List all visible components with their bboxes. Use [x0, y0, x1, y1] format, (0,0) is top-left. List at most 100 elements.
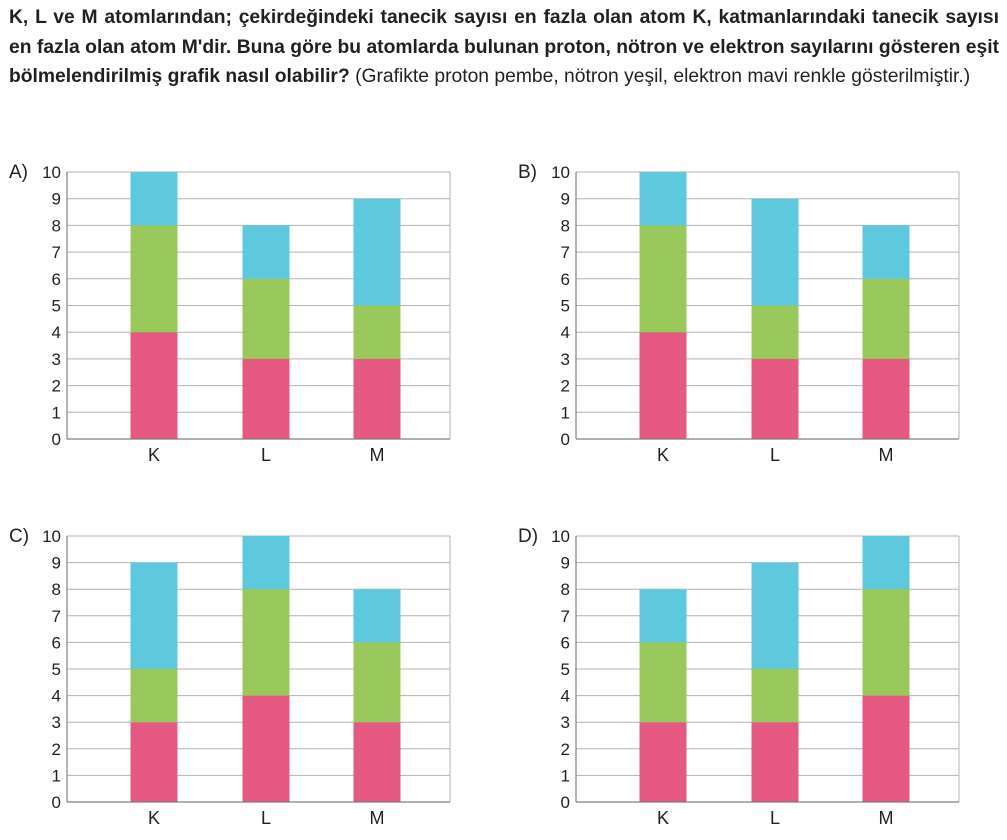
bar-segment-electron-m	[353, 198, 401, 306]
y-tick-label: 3	[561, 713, 570, 732]
y-tick-label: 6	[52, 270, 61, 289]
bar-segment-proton-m	[862, 695, 910, 802]
bar-segment-proton-l	[751, 722, 799, 802]
bar-segment-neutron-k	[130, 225, 178, 333]
bar-segment-proton-k	[130, 722, 178, 802]
bar-segment-electron-k	[130, 562, 178, 669]
y-tick-label: 8	[52, 580, 61, 599]
bar-segment-neutron-k	[639, 225, 687, 333]
y-tick-label: 7	[561, 243, 570, 262]
chart-option-a: A) 0 1 2 3 4 5 6 7 8 9 10 K L M	[9, 162, 451, 465]
y-tick-label: 1	[52, 403, 61, 422]
bar-segment-proton-l	[751, 358, 799, 439]
bar-segment-electron-l	[242, 225, 290, 279]
bar-segment-proton-k	[639, 722, 687, 802]
y-tick-label: 9	[561, 554, 570, 573]
y-tick-label: 6	[561, 633, 570, 652]
option-label: C)	[9, 526, 29, 547]
y-tick-label: 6	[561, 270, 570, 289]
question-text: K, L ve M atomlarından; çekirdeğindeki t…	[9, 3, 999, 92]
bar-segment-proton-m	[862, 358, 910, 439]
y-tick-label: 4	[52, 687, 61, 706]
y-tick-label: 2	[52, 740, 61, 759]
bar-segment-neutron-m	[353, 642, 401, 723]
question-color-note: (Grafikte proton pembe, nötron yeşil, el…	[349, 66, 971, 87]
y-tick-label: 5	[52, 297, 61, 316]
bar-segment-proton-k	[130, 332, 178, 439]
y-tick-label: 5	[561, 660, 570, 679]
chart-option-b: B) 0 1 2 3 4 5 6 7 8 9 10 K L M	[518, 162, 960, 465]
bar-segment-electron-k	[130, 172, 178, 226]
y-tick-label: 3	[52, 713, 61, 732]
bar-segment-neutron-k	[639, 642, 687, 723]
y-tick-label: 1	[52, 766, 61, 785]
x-category-label: L	[261, 808, 271, 828]
bar-segment-electron-m	[862, 225, 910, 279]
y-tick-label: 7	[52, 243, 61, 262]
y-tick-label: 6	[52, 633, 61, 652]
y-tick-label: 3	[52, 350, 61, 369]
bar-segment-electron-k	[639, 172, 687, 226]
bar-segment-neutron-m	[862, 589, 910, 696]
bar-segment-neutron-l	[242, 278, 290, 359]
bar-segment-proton-l	[242, 358, 290, 439]
y-tick-label: 0	[561, 430, 570, 449]
y-tick-label: 0	[52, 793, 61, 812]
bar-segment-electron-m	[862, 536, 910, 590]
x-category-label: M	[879, 445, 894, 465]
y-tick-label: 1	[561, 403, 570, 422]
y-tick-label: 0	[52, 430, 61, 449]
y-tick-label: 8	[561, 216, 570, 235]
y-tick-label: 5	[561, 297, 570, 316]
bar-segment-electron-l	[751, 198, 799, 306]
y-tick-label: 4	[561, 323, 570, 342]
x-category-label: M	[370, 808, 385, 828]
bar-segment-electron-l	[242, 536, 290, 590]
chart-option-d: D) 0 1 2 3 4 5 6 7 8 9 10 K L M	[518, 526, 960, 828]
y-tick-label: 4	[561, 687, 570, 706]
bar-segment-proton-m	[353, 358, 401, 439]
bar-segment-neutron-k	[130, 669, 178, 723]
x-category-label: M	[370, 445, 385, 465]
y-tick-label: 10	[551, 527, 570, 546]
y-tick-label: 9	[52, 554, 61, 573]
y-tick-label: 4	[52, 323, 61, 342]
option-label: D)	[518, 526, 538, 547]
bar-segment-proton-l	[242, 695, 290, 802]
y-tick-label: 9	[52, 190, 61, 209]
x-category-label: K	[148, 445, 160, 465]
y-tick-label: 10	[551, 163, 570, 182]
bar-segment-proton-k	[639, 332, 687, 439]
bar-segment-electron-k	[639, 589, 687, 643]
x-category-label: L	[770, 808, 780, 828]
y-tick-label: 2	[52, 377, 61, 396]
x-category-label: L	[261, 445, 271, 465]
x-category-label: K	[657, 808, 669, 828]
x-category-label: L	[770, 445, 780, 465]
bar-segment-neutron-l	[242, 589, 290, 696]
bar-segment-neutron-m	[862, 278, 910, 359]
bar-segment-electron-l	[751, 562, 799, 669]
y-tick-label: 10	[42, 527, 61, 546]
y-tick-label: 8	[52, 216, 61, 235]
bar-segment-electron-m	[353, 589, 401, 643]
bar-segment-neutron-m	[353, 305, 401, 359]
y-tick-label: 1	[561, 766, 570, 785]
x-category-label: M	[879, 808, 894, 828]
chart-option-c: C) 0 1 2 3 4 5 6 7 8 9 10 K L M	[9, 526, 451, 828]
y-tick-label: 2	[561, 740, 570, 759]
bar-segment-neutron-l	[751, 305, 799, 359]
y-tick-label: 5	[52, 660, 61, 679]
y-tick-label: 8	[561, 580, 570, 599]
x-category-label: K	[657, 445, 669, 465]
bar-segment-proton-m	[353, 722, 401, 802]
y-tick-label: 0	[561, 793, 570, 812]
option-label: A)	[9, 162, 28, 183]
y-tick-label: 7	[561, 607, 570, 626]
y-tick-label: 7	[52, 607, 61, 626]
y-tick-label: 10	[42, 163, 61, 182]
option-label: B)	[518, 162, 537, 183]
question-stem: K, L ve M atomlarından; çekirdeğindeki t…	[9, 7, 999, 87]
y-tick-label: 9	[561, 190, 570, 209]
